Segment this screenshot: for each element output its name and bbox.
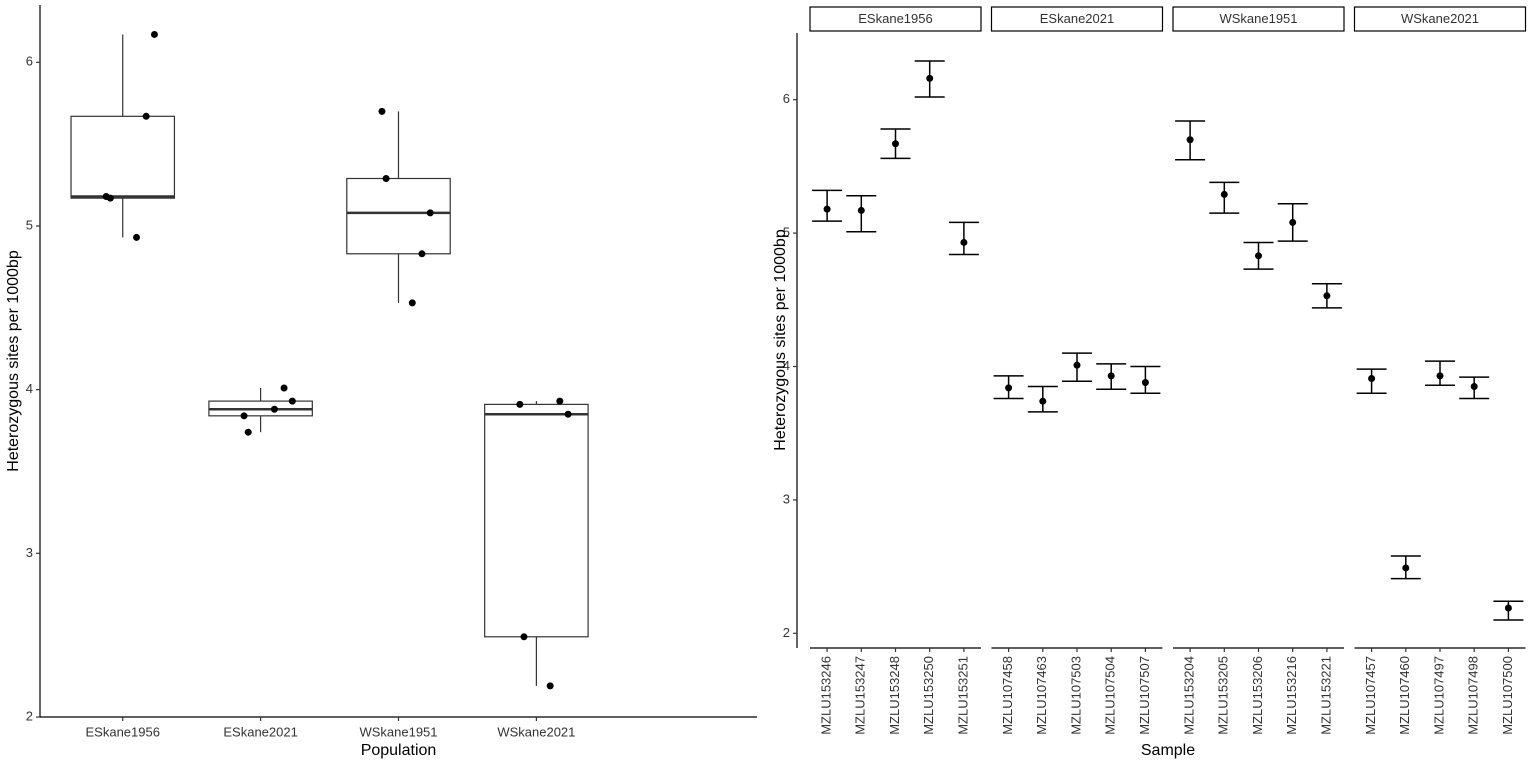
x-tick-label: MZLU107463 [1034,656,1049,735]
point [133,233,141,241]
point [150,30,158,38]
strip [1172,6,1345,32]
y-axis-label: Heterozygous sites per 1000bp [5,250,22,472]
point [1107,372,1115,380]
point [1073,361,1081,369]
error-bar [948,221,979,256]
x-tick-label: MZLU153206 [1250,656,1265,735]
x-tick-label: MZLU153250 [921,656,936,735]
point [857,206,865,214]
point [960,238,968,246]
point [1504,604,1512,612]
point [1186,136,1194,144]
y-tick-label: 2 [26,708,33,723]
point [106,194,114,202]
point [1005,384,1013,392]
box [70,115,176,199]
x-tick-label: MZLU153216 [1284,656,1299,735]
x-tick-label: MZLU153204 [1182,656,1197,735]
x-tick-label: MZLU107500 [1500,656,1515,735]
y-tick-label: 5 [26,217,33,232]
point [564,410,572,418]
x-tick-label: MZLU107498 [1466,656,1481,735]
y-tick-label: 3 [26,545,33,560]
point [1402,564,1410,572]
strip [990,6,1164,32]
strip-label: WSkane2021 [1401,11,1479,26]
point [892,140,899,148]
x-tick-label: MZLU153248 [887,656,902,735]
strip-label: ESkane1956 [858,11,932,26]
point [288,397,296,405]
box [484,403,589,638]
x-tick-label: MZLU153247 [853,656,868,735]
box [346,177,451,255]
x-tick-label: ESkane2021 [223,724,297,739]
point [408,299,416,307]
y-tick-label: 4 [783,358,790,373]
x-tick-label: MZLU107457 [1363,656,1378,735]
point [546,682,554,690]
point [1470,383,1478,391]
point [1255,252,1262,260]
y-axis-label: Heterozygous sites per 1000bp [772,229,789,451]
x-tick-label: WSkane1951 [359,724,437,739]
point [556,397,564,405]
point [378,107,386,115]
point [823,205,831,213]
point [1141,379,1149,387]
point [142,112,150,120]
strip-label: WSkane1951 [1219,11,1297,26]
point [520,633,528,641]
x-tick-label: MZLU107458 [1000,656,1015,735]
x-tick-label: MZLU153251 [955,656,970,735]
point [240,412,248,420]
x-tick-label: MZLU153221 [1318,656,1333,735]
point [1039,397,1047,405]
x-tick-label: MZLU153246 [819,656,834,735]
point [382,174,390,182]
point [1289,218,1297,226]
x-tick-label: MZLU107503 [1068,656,1083,735]
y-tick-label: 6 [783,91,790,106]
point [418,250,426,258]
y-tick-label: 6 [26,54,33,69]
point [1323,292,1331,300]
point [926,74,934,82]
x-tick-label: MZLU153205 [1216,656,1231,735]
point [270,405,278,413]
x-tick-label: MZLU107504 [1103,656,1118,735]
x-tick-label: MZLU107460 [1397,656,1412,735]
point [1436,372,1444,380]
y-tick-label: 5 [783,225,790,240]
point [1220,190,1228,198]
point [426,209,434,217]
point [1368,375,1376,383]
x-tick-label: WSkane2021 [497,724,575,739]
point [516,400,524,408]
x-axis-label: Sample [1141,742,1195,759]
x-axis-label: Population [361,742,437,759]
x-tick-label: MZLU107507 [1137,656,1152,735]
strip [809,6,982,32]
strip [1353,6,1527,32]
strip-label: ESkane2021 [1040,11,1114,26]
x-tick-label: ESkane1956 [86,724,160,739]
point [280,384,288,392]
y-tick-label: 4 [26,381,33,396]
point [244,428,252,436]
y-tick-label: 3 [783,491,790,506]
x-tick-label: MZLU107497 [1431,656,1446,735]
y-tick-label: 2 [783,625,790,640]
